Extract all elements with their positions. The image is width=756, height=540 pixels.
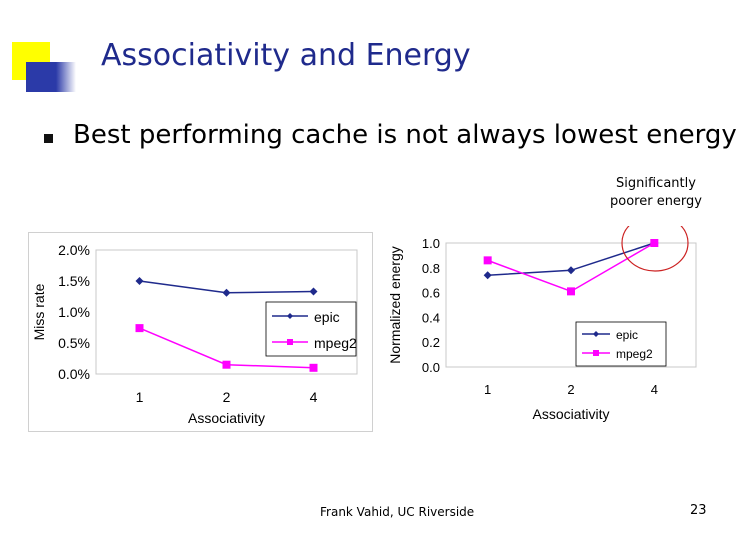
x-tick-label: 4 bbox=[651, 382, 658, 397]
series-mpeg2-point bbox=[650, 239, 659, 247]
legend-epic-marker bbox=[287, 313, 293, 319]
highlight-circle bbox=[621, 226, 689, 272]
bullet-text: Best performing cache is not always lowe… bbox=[73, 120, 737, 150]
legend-mpeg2-label: mpeg2 bbox=[616, 347, 653, 361]
x-tick-label: 1 bbox=[136, 389, 144, 405]
y-tick-label: 0.8 bbox=[422, 261, 440, 276]
series-mpeg2-point bbox=[135, 324, 144, 333]
series-epic-point bbox=[567, 266, 575, 275]
legend-box bbox=[575, 321, 667, 367]
y-tick-label: 1.0 bbox=[422, 236, 440, 251]
y-tick-label: 0.6 bbox=[422, 286, 440, 301]
page-number: 23 bbox=[690, 503, 707, 518]
series-epic-point bbox=[309, 287, 318, 296]
normalized-energy-chart: 0.0 0.2 0.4 0.6 0.8 1.0 1 2 4 Associativity Normal… bbox=[387, 226, 697, 422]
slide-title: Associativity and Energy bbox=[101, 38, 471, 73]
legend-epic-label: epic bbox=[314, 309, 340, 325]
annotation-line-2: poorer energy bbox=[610, 194, 702, 209]
y-tick-label: 2.0% bbox=[58, 242, 90, 258]
legend-epic-label: epic bbox=[616, 328, 638, 342]
footer-text: Frank Vahid, UC Riverside bbox=[320, 505, 475, 519]
series-mpeg2-point bbox=[222, 360, 231, 369]
y-tick-label: 0.0 bbox=[422, 360, 440, 375]
y-tick-label: 1.0% bbox=[58, 304, 90, 320]
legend-box bbox=[265, 301, 357, 357]
series-epic-point bbox=[483, 271, 492, 280]
y-tick-label: 0.4 bbox=[422, 310, 440, 325]
y-tick-label: 0.2 bbox=[422, 335, 440, 350]
legend-mpeg2-marker bbox=[287, 339, 293, 345]
logo-blue-square bbox=[26, 62, 76, 92]
legend-mpeg2-label: mpeg2 bbox=[314, 335, 357, 351]
x-tick-label: 2 bbox=[567, 382, 574, 397]
miss-rate-chart: 0.0% 0.5% 1.0% 1.5% 2.0% 1 2 4 Associativity Miss… bbox=[28, 232, 373, 432]
series-mpeg2-point bbox=[567, 287, 575, 296]
series-mpeg2-point bbox=[309, 363, 318, 372]
y-tick-label: 0.0% bbox=[58, 366, 90, 382]
series-epic-point bbox=[135, 277, 144, 285]
y-tick-label: 0.5% bbox=[58, 335, 90, 351]
x-axis-label: Associativity bbox=[188, 410, 265, 426]
annotation: Significantly poorer energy bbox=[600, 175, 712, 211]
legend-mpeg2-marker bbox=[593, 350, 599, 356]
x-tick-label: 1 bbox=[484, 382, 491, 397]
bullet-icon bbox=[44, 134, 53, 143]
series-mpeg2-point bbox=[483, 256, 492, 265]
x-axis-label: Associativity bbox=[532, 406, 609, 422]
annotation-line-1: Significantly bbox=[616, 176, 696, 191]
x-tick-label: 2 bbox=[223, 389, 231, 405]
y-axis-label: Normalized energy bbox=[387, 246, 403, 364]
x-tick-label: 4 bbox=[310, 389, 318, 405]
legend-epic-marker bbox=[593, 331, 599, 337]
series-epic-point bbox=[222, 288, 231, 297]
chart-frame bbox=[28, 232, 373, 432]
y-axis-label: Miss rate bbox=[31, 283, 47, 340]
y-tick-label: 1.5% bbox=[58, 273, 90, 289]
